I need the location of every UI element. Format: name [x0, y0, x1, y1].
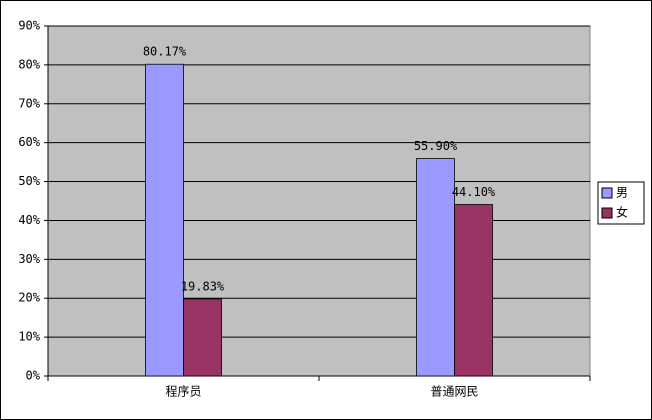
- bar: [416, 158, 455, 377]
- value-label: 19.83%: [181, 279, 225, 293]
- legend-label: 女: [616, 205, 628, 220]
- y-tick-label: 80%: [18, 57, 40, 71]
- y-tick-label: 20%: [18, 291, 40, 305]
- y-tick-label: 50%: [18, 174, 40, 188]
- bar: [454, 204, 493, 377]
- bar: [145, 63, 184, 377]
- y-tick-label: 70%: [18, 96, 40, 110]
- x-tick-label: 普通网民: [430, 385, 478, 399]
- y-tick-label: 0%: [26, 369, 41, 383]
- value-label: 55.90%: [414, 139, 458, 153]
- y-tick-label: 30%: [18, 252, 40, 266]
- y-tick-label: 40%: [18, 213, 40, 227]
- value-label: 80.17%: [143, 45, 187, 59]
- plot-area: [47, 25, 591, 377]
- bar: [183, 298, 222, 377]
- legend-swatch: [601, 207, 613, 219]
- value-label: 44.10%: [452, 185, 496, 199]
- legend-label: 男: [616, 186, 628, 200]
- y-tick-label: 10%: [18, 330, 40, 344]
- y-tick-label: 90%: [18, 19, 40, 33]
- y-tick-label: 60%: [18, 135, 40, 149]
- legend-swatch: [601, 187, 613, 199]
- x-tick-label: 程序员: [165, 384, 201, 399]
